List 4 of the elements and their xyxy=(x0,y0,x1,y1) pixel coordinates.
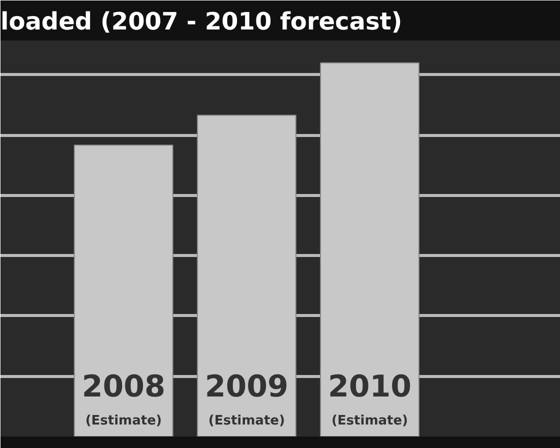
x-tick-label: 2010 (Estimate) xyxy=(328,370,412,428)
chart-title: loaded (2007 - 2010 forecast) xyxy=(0,8,402,36)
x-tick-label: 2009 (Estimate) xyxy=(204,370,288,428)
x-tick-label: 2008 (Estimate) xyxy=(82,370,166,428)
